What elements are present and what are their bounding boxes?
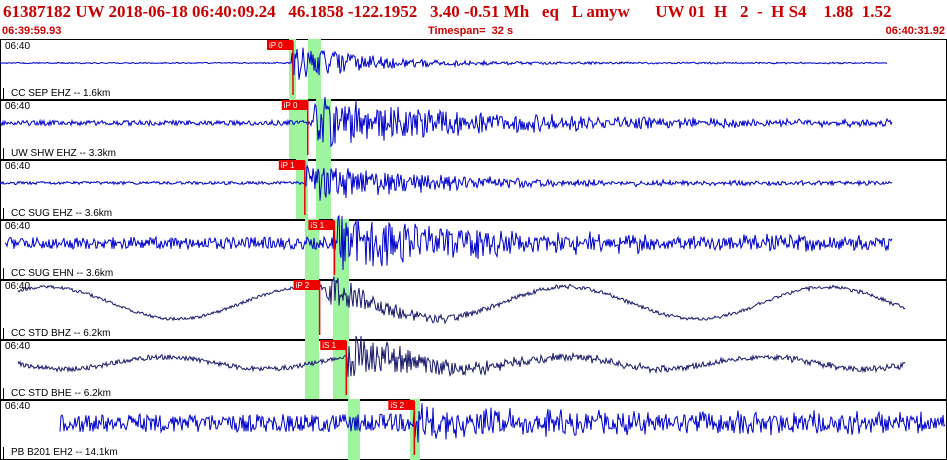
station-label: PB B201 EH2 -- 14.1km: [11, 447, 118, 458]
event-header: 61387182 UW 2018-06-18 06:40:09.24 46.18…: [0, 0, 947, 38]
timespan-label: Timespan= 32 s: [428, 25, 514, 37]
station-label: CC SUG EHZ -- 3.6km: [11, 208, 113, 219]
panel-time-label: 06:40: [5, 221, 31, 232]
panel-tick-mark: [3, 268, 4, 280]
panel-tick-mark: [3, 328, 4, 340]
trace-panel-sug-ehn[interactable]: 06:40 CC SUG EHN -- 3.6km: [0, 219, 947, 281]
panel-time-label: 06:40: [5, 101, 31, 112]
panel-time-label: 06:40: [5, 41, 31, 52]
panel-tick-mark: [3, 208, 4, 220]
event-summary-line: 61387182 UW 2018-06-18 06:40:09.24 46.18…: [3, 2, 892, 21]
station-label: CC SEP EHZ -- 1.6km: [11, 88, 111, 99]
trace-panel-sep-ehz[interactable]: 06:40 CC SEP EHZ -- 1.6km: [0, 39, 947, 101]
panel-time-label: 06:40: [5, 401, 31, 412]
trace-panel-sug-ehz[interactable]: 06:40 CC SUG EHZ -- 3.6km: [0, 159, 947, 221]
station-label: UW SHW EHZ -- 3.3km: [11, 148, 116, 159]
panel-tick-mark: [3, 388, 4, 400]
start-time-label: 06:39:59.93: [2, 25, 62, 37]
trace-panel-b201-eh2[interactable]: 06:40 PB B201 EH2 -- 14.1km: [0, 399, 947, 460]
panel-time-label: 06:40: [5, 341, 31, 352]
trace-panel-std-bhe[interactable]: 06:40 CC STD BHE -- 6.2km: [0, 339, 947, 401]
panel-tick-mark: [3, 148, 4, 160]
panel-time-label: 06:40: [5, 281, 31, 292]
station-label: CC STD BHE -- 6.2km: [11, 388, 112, 399]
panel-tick-mark: [3, 447, 4, 459]
trace-panel-shw-ehz[interactable]: 06:40 UW SHW EHZ -- 3.3km: [0, 99, 947, 161]
end-time-label: 06:40:31.92: [885, 25, 945, 37]
panel-time-label: 06:40: [5, 161, 31, 172]
station-label: CC SUG EHN -- 3.6km: [11, 268, 114, 279]
station-label: CC STD BHZ -- 6.2km: [11, 328, 111, 339]
trace-panel-std-bhz[interactable]: 06:40 CC STD BHZ -- 6.2km: [0, 279, 947, 341]
seismogram-panels: 06:40 CC SEP EHZ -- 1.6km 06:40 UW SHW E…: [0, 39, 947, 460]
panel-tick-mark: [3, 88, 4, 100]
